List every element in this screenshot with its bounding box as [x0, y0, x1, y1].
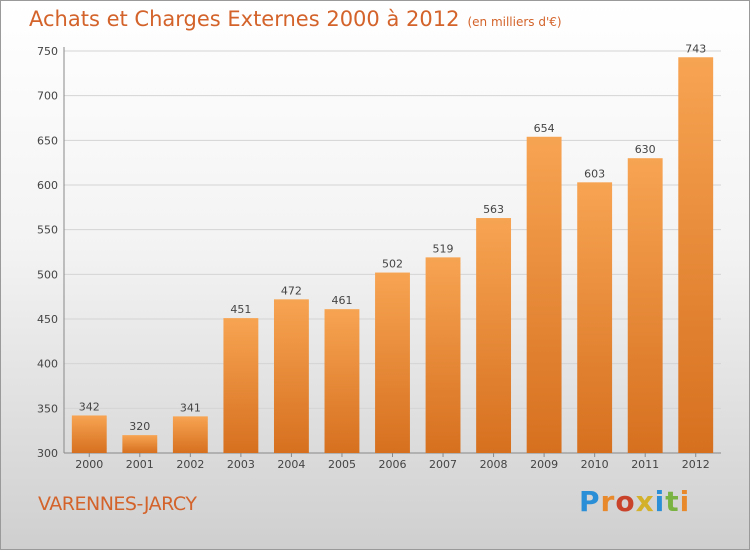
bar-2011	[627, 158, 663, 453]
y-tick-label: 500	[37, 268, 58, 281]
bar-2002	[172, 416, 208, 453]
x-tick-label: 2003	[227, 458, 255, 471]
x-tick-label: 2012	[682, 458, 710, 471]
bar-2008	[476, 218, 512, 453]
bar-2003	[223, 318, 259, 453]
x-tick-label: 2006	[379, 458, 407, 471]
logo-letter: i	[679, 485, 691, 518]
y-tick-label: 550	[37, 224, 58, 237]
x-tick-label: 2004	[277, 458, 305, 471]
bar-2001	[122, 435, 158, 453]
bar-2006	[375, 272, 410, 453]
y-tick-label: 700	[37, 90, 58, 103]
x-tick-label: 2007	[429, 458, 457, 471]
logo-letter: P	[579, 485, 601, 518]
x-tick-label: 2005	[328, 458, 356, 471]
value-label: 342	[79, 400, 100, 413]
value-label: 630	[635, 143, 656, 156]
y-tick-label: 600	[37, 179, 58, 192]
proxiti-logo: Proxiti	[579, 485, 690, 518]
y-tick-label: 450	[37, 313, 58, 326]
place-name: VARENNES-JARCY	[38, 493, 197, 515]
x-tick-label: 2010	[581, 458, 609, 471]
value-label: 320	[129, 420, 150, 433]
chart-title-text: Achats et Charges Externes 2000 à 2012	[29, 7, 460, 31]
value-label: 519	[433, 242, 454, 255]
x-tick-label: 2000	[75, 458, 103, 471]
bar-2010	[577, 182, 613, 453]
value-label: 603	[584, 167, 605, 180]
chart-unit: (en milliers d'€)	[467, 15, 562, 29]
value-label: 654	[534, 122, 555, 135]
logo-letter: i	[654, 485, 666, 518]
value-label: 563	[483, 203, 504, 216]
y-tick-label: 750	[37, 45, 58, 58]
y-tick-label: 650	[37, 134, 58, 147]
bar-2004	[273, 299, 309, 453]
chart-title: Achats et Charges Externes 2000 à 2012 (e…	[29, 7, 562, 31]
y-tick-label: 300	[37, 447, 58, 460]
x-tick-label: 2009	[530, 458, 558, 471]
value-label: 472	[281, 284, 302, 297]
y-tick-label: 400	[37, 358, 58, 371]
logo-letter: r	[600, 485, 616, 518]
value-label: 502	[382, 258, 403, 271]
bar-2000	[71, 415, 107, 453]
logo-letter: t	[665, 485, 680, 518]
value-label: 743	[685, 42, 706, 55]
value-label: 461	[331, 294, 352, 307]
x-tick-label: 2002	[176, 458, 204, 471]
bar-2007	[425, 257, 461, 453]
x-tick-label: 2001	[126, 458, 154, 471]
bar-2012	[678, 57, 714, 454]
value-label: 451	[230, 303, 251, 316]
logo-letter: x	[635, 485, 655, 518]
y-tick-label: 350	[37, 402, 58, 415]
x-tick-label: 2011	[631, 458, 659, 471]
value-label: 341	[180, 401, 201, 414]
bar-2005	[324, 309, 360, 453]
x-tick-label: 2008	[480, 458, 508, 471]
bar-2009	[526, 136, 562, 453]
logo-letter: o	[615, 485, 636, 518]
